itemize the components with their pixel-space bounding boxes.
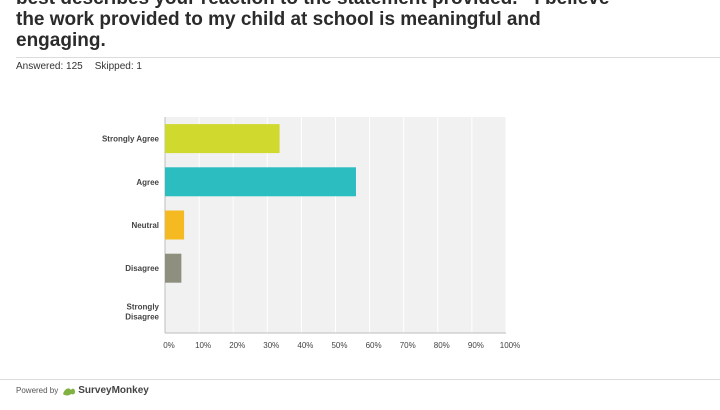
x-tick-label: 30% — [263, 341, 279, 350]
x-tick-label: 60% — [366, 341, 382, 350]
question-title: best describes your reaction to the stat… — [16, 0, 656, 51]
x-tick-label: 20% — [229, 341, 245, 350]
answered-count: Answered: 125 — [16, 61, 83, 72]
bar — [165, 210, 185, 240]
category-label: Disagree — [125, 264, 159, 273]
question-line: the work provided to my child at school … — [16, 9, 541, 30]
x-tick-label: 80% — [434, 341, 450, 350]
bar — [165, 167, 356, 197]
x-tick-label: 90% — [468, 341, 484, 350]
category-label: Neutral — [131, 221, 159, 230]
x-tick-label: 50% — [331, 341, 347, 350]
powered-by-label: Powered by — [16, 386, 59, 395]
category-label: Strongly Agree — [102, 135, 160, 144]
brand-mark-icon — [63, 387, 76, 395]
question-line: best describes your reaction to the stat… — [16, 0, 656, 9]
x-tick-label: 0% — [163, 341, 175, 350]
bar — [165, 253, 182, 283]
x-tick-label: 70% — [400, 341, 416, 350]
bar — [165, 124, 280, 154]
x-tick-label: 100% — [500, 341, 520, 350]
response-stats: Answered: 125 Skipped: 1 — [16, 61, 142, 73]
footer: Powered by SurveyMonkey — [16, 385, 149, 396]
x-tick-label: 40% — [297, 341, 313, 350]
skipped-count: Skipped: 1 — [94, 61, 142, 72]
footer-divider — [0, 379, 720, 380]
x-tick-label: 10% — [195, 341, 211, 350]
category-label: Agree — [136, 178, 159, 187]
question-line: engaging. — [16, 30, 106, 51]
category-label: Strongly — [127, 302, 160, 311]
header-divider — [16, 57, 720, 58]
brand-name: SurveyMonkey — [78, 385, 149, 396]
category-label: Disagree — [125, 312, 159, 321]
brand-logo: SurveyMonkey — [62, 385, 149, 396]
